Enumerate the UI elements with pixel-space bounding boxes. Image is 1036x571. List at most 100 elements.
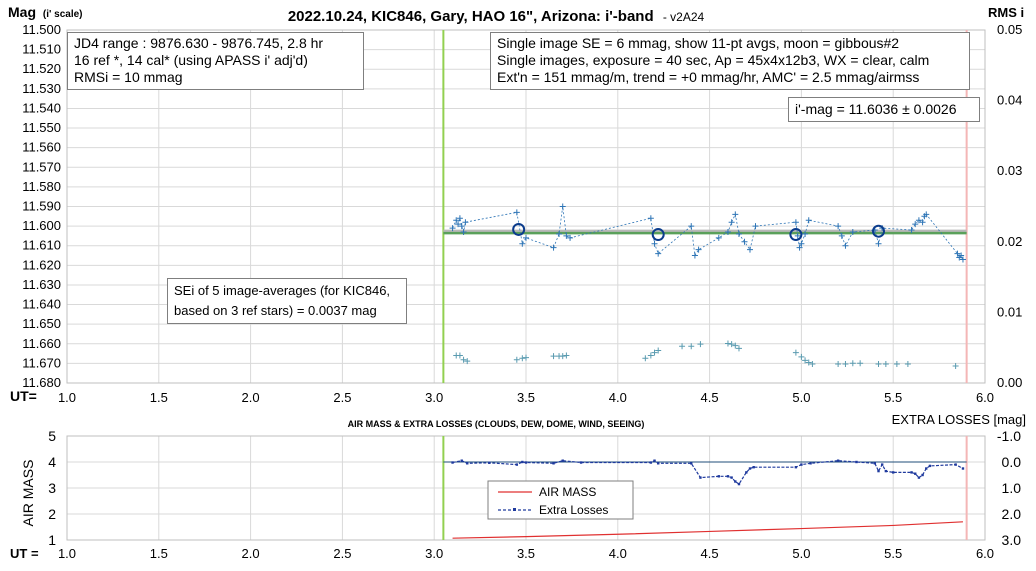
rms-point [835, 360, 842, 367]
single-image-point [715, 234, 722, 241]
top-x-tick-label: 4.5 [701, 390, 719, 405]
rms-point [735, 345, 742, 352]
rms-point [550, 353, 557, 360]
bottom-y-tick-label: 1 [48, 532, 56, 548]
top-chart-grid [66, 29, 986, 384]
extra-losses-point [649, 461, 653, 464]
info-left-line-3: RMSi = 10 mmag [74, 69, 183, 85]
extra-losses-point [925, 467, 928, 470]
top-y-tick-label: 11.620 [22, 257, 61, 272]
extra-losses-point [451, 461, 454, 464]
bottom-y2-tick-label: 3.0 [1002, 532, 1022, 548]
single-image-point [651, 240, 658, 247]
rms-point [728, 341, 735, 348]
rms-point [519, 355, 526, 362]
bottom-x-tick-label: 5.0 [792, 546, 810, 561]
single-image-point [958, 252, 965, 259]
rms-point [688, 343, 695, 350]
single-image-point [805, 217, 812, 224]
extra-losses-point [745, 471, 748, 474]
single-image-point [802, 230, 809, 237]
top-y2-tick-label: 0.02 [997, 234, 1022, 249]
single-image-point [695, 246, 702, 253]
single-image-point [453, 217, 460, 224]
top-y-tick-label: 11.560 [22, 140, 61, 155]
chart-version: - v2A24 [663, 10, 705, 24]
extra-losses-point [717, 475, 720, 478]
single-image-point [688, 223, 695, 230]
single-image-point [919, 219, 926, 226]
extra-losses-point [561, 459, 564, 462]
top-y2-tick-label: 0.04 [997, 93, 1022, 108]
single-image-point [746, 246, 753, 253]
bottom-plot-border [66, 435, 986, 541]
single-image-point [912, 221, 919, 228]
top-x-tick-label: 6.0 [976, 390, 994, 405]
extra-losses-point [873, 462, 877, 465]
bottom-x-tick-label: 5.5 [884, 546, 902, 561]
rms-point [792, 349, 799, 356]
bottom-x-tick-label: 3.0 [425, 546, 443, 561]
single-image-point [647, 215, 654, 222]
extra-losses-point [877, 469, 880, 473]
single-image-point [563, 232, 570, 239]
rms-point [875, 360, 882, 367]
info-box-left: JD4 range : 9876.630 - 9876.745, 2.8 hr … [67, 32, 364, 90]
top-plot-border [66, 29, 986, 384]
extra-losses-point [521, 460, 524, 464]
rms-axis-label: RMS i [988, 5, 1024, 20]
extra-losses-point [656, 462, 660, 465]
sei-line-2: based on 3 ref stars) = 0.0037 mag [174, 303, 377, 318]
single-image-point [567, 234, 574, 241]
bottom-x-tick-label: 4.0 [609, 546, 627, 561]
top-y2-tick-label: 0.03 [997, 163, 1022, 178]
single-image-point [691, 252, 698, 259]
extra-losses-point [748, 467, 752, 470]
y-axis-label: Mag (i' scale) [8, 4, 83, 20]
bottom-y-tick-label: 4 [48, 454, 56, 470]
rms-point [642, 355, 649, 362]
extra-losses-point [466, 462, 469, 465]
extra-losses-point [880, 463, 884, 466]
top-x-tick-label: 2.0 [242, 390, 260, 405]
sei-box: SEi of 5 image-averages (for KIC846, bas… [167, 278, 407, 324]
x-axis-label: UT= [10, 388, 37, 404]
single-image-point [954, 250, 961, 257]
extra-losses-point [928, 464, 932, 468]
top-y-tick-label: 11.670 [22, 355, 61, 370]
top-y2-tick-label: 0.01 [997, 304, 1022, 319]
extra-losses-point [892, 471, 895, 474]
single-image-point [908, 227, 915, 234]
extra-losses-point [730, 476, 733, 479]
rms-point [651, 349, 658, 356]
extra-losses-point [836, 459, 840, 462]
top-y-tick-label: 11.610 [22, 238, 61, 253]
image-average-point [872, 224, 886, 238]
extra-losses-point [524, 461, 528, 464]
top-y-tick-label: 11.550 [22, 120, 61, 135]
single-image-point [794, 232, 801, 239]
single-image-point [796, 244, 803, 251]
top-x-tick-label: 4.0 [609, 390, 627, 405]
extra-losses-point [954, 463, 957, 466]
single-image-point [523, 234, 529, 241]
axis-ticks: 11.50011.51011.52011.53011.54011.55011.5… [22, 22, 1022, 561]
extra-losses-point [734, 480, 737, 483]
info-box-right: Single image SE = 6 mmag, show 11-pt avg… [490, 32, 970, 90]
rms-point [849, 360, 856, 367]
extra-losses-point [855, 460, 858, 464]
extra-losses-point [690, 462, 693, 465]
top-x-tick-label: 1.5 [150, 390, 168, 405]
extra-losses-line [452, 460, 964, 485]
single-image-line [452, 206, 964, 260]
extra-losses-point [460, 459, 463, 462]
extra-losses-point [921, 473, 924, 477]
single-image-point [455, 221, 462, 228]
top-y-tick-label: 11.660 [22, 336, 61, 351]
bottom-y2-tick-label: -1.0 [997, 428, 1021, 444]
single-image-point [732, 211, 739, 218]
extra-losses-point [809, 462, 812, 465]
bottom-y-tick-label: 5 [48, 428, 56, 444]
single-image-point [835, 223, 842, 230]
rms-point [857, 360, 864, 367]
